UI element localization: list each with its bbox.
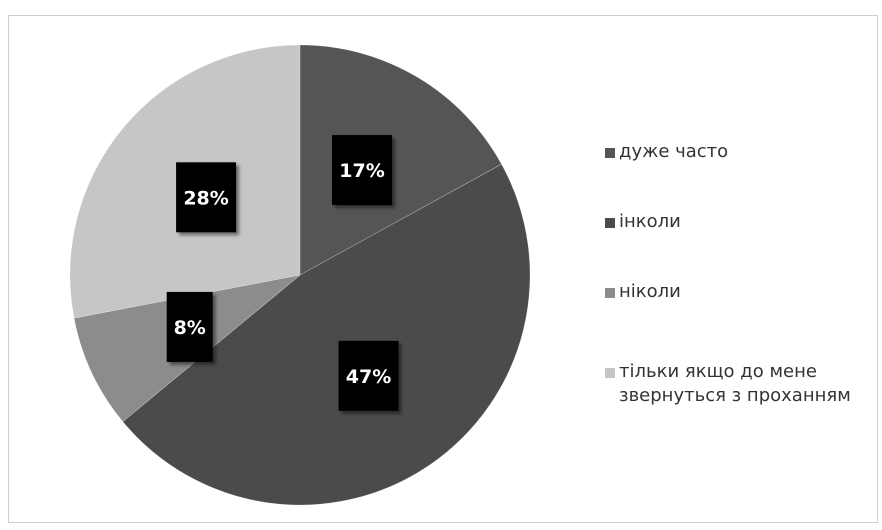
data-label-text-2: 47% [346,366,391,388]
legend-label-3: ніколи [619,281,681,302]
data-label-4: 28% [176,162,237,233]
data-label-box-3 [166,291,213,362]
legend-swatch-1 [605,148,615,158]
pie-data-labels: 17% 47% 8% 28% [166,135,399,411]
pie-slices [69,44,531,506]
pie-slice-1 [299,44,502,276]
data-label-2: 47% [338,340,399,411]
legend-label-2: інколи [619,211,681,232]
legend-label-4: тільки якщо до мене звернуться з проханн… [619,361,851,406]
data-label-box-4 [176,162,237,233]
data-label-box-1 [332,135,393,206]
legend-label-1: дуже часто [619,141,729,162]
pie-slice-2 [122,163,531,506]
legend-item-3: ніколи [605,280,681,304]
data-label-text-1: 17% [339,160,384,182]
legend-item-2: інколи [605,210,681,234]
data-label-text-4: 28% [183,187,228,209]
legend-swatch-4 [605,368,615,378]
legend-item-1: дуже часто [605,140,728,164]
data-label-1: 17% [332,135,393,206]
data-label-text-3: 8% [174,317,206,339]
legend-swatch-3 [605,288,615,298]
legend-swatch-2 [605,218,615,228]
data-label-3: 8% [166,291,213,362]
data-label-box-2 [338,340,399,411]
legend-item-4: тільки якщо до мене звернуться з проханн… [605,360,851,408]
